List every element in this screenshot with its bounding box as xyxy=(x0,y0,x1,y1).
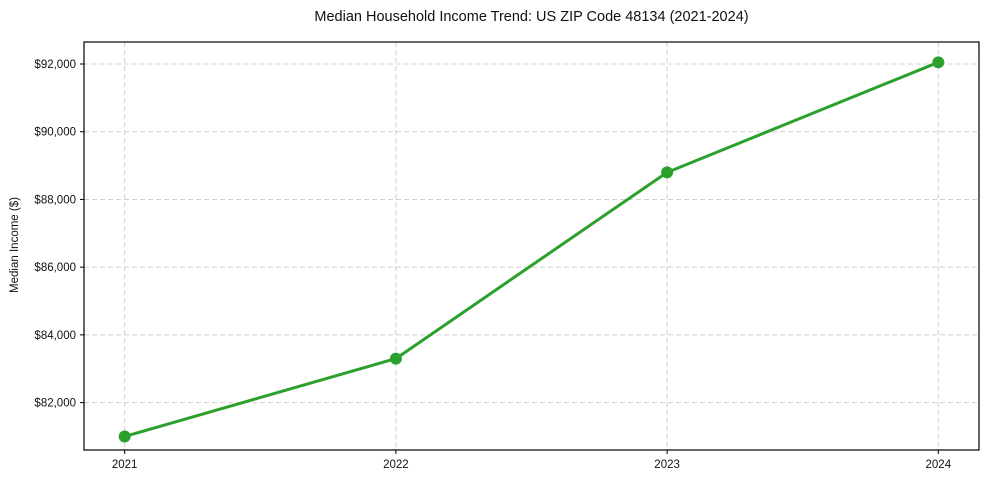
y-tick-label: $82,000 xyxy=(34,398,76,410)
x-tick-label: 2021 xyxy=(112,459,138,471)
y-tick-label: $84,000 xyxy=(34,330,76,342)
data-point-marker xyxy=(389,352,402,365)
data-point-marker xyxy=(118,430,131,443)
x-tick-label: 2023 xyxy=(654,459,680,471)
y-tick-label: $92,000 xyxy=(34,59,76,71)
y-tick-label: $90,000 xyxy=(34,127,76,139)
plot-border xyxy=(83,41,980,451)
data-point-marker xyxy=(661,166,674,179)
y-tick-label: $88,000 xyxy=(34,194,76,206)
trend-line xyxy=(123,60,940,438)
y-tick-label: $86,000 xyxy=(34,262,76,274)
chart-title: Median Household Income Trend: US ZIP Co… xyxy=(314,9,749,25)
x-tick-label: 2024 xyxy=(926,459,952,471)
data-point-marker xyxy=(932,56,945,69)
x-tick-label: 2022 xyxy=(383,459,409,471)
